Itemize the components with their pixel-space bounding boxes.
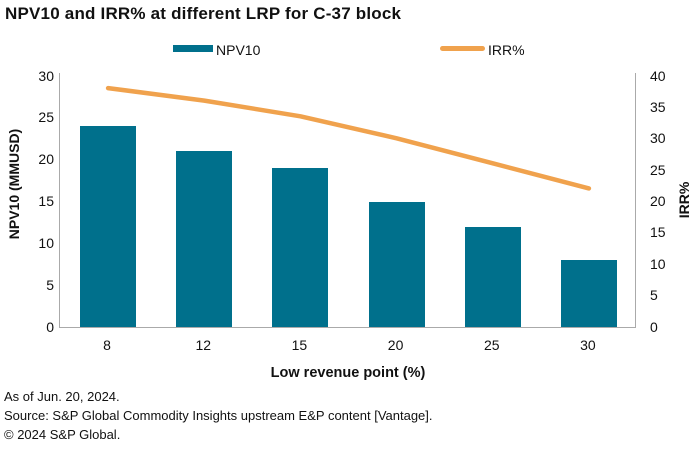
footer-asof: As of Jun. 20, 2024. [4, 389, 120, 404]
irr-line [105, 85, 592, 191]
y-tick-right: 10 [650, 255, 666, 272]
y-tick-right: 0 [650, 318, 658, 335]
y-tick-right: 40 [650, 67, 666, 84]
plot-area [59, 73, 636, 328]
npv10-bar [176, 151, 233, 327]
footer-source: Source: S&P Global Commodity Insights up… [4, 408, 433, 423]
y-tick-left: 15 [38, 193, 54, 209]
legend-swatch-npv10 [173, 45, 213, 52]
legend-swatch-irr [440, 46, 485, 51]
footer-copyright: © 2024 S&P Global. [4, 427, 121, 442]
npv10-bar [80, 126, 137, 327]
legend-label-npv10: NPV10 [216, 42, 261, 58]
y-tick-right: 30 [650, 130, 666, 147]
x-axis-title: Low revenue point (%) [270, 365, 426, 381]
x-tick: 8 [103, 337, 111, 353]
y-tick-left: 30 [38, 67, 54, 84]
y-tick-left: 10 [38, 234, 54, 251]
legend-label-irr: IRR% [488, 42, 525, 58]
y-tick-right: 35 [650, 98, 666, 115]
y-tick-right: 25 [650, 161, 666, 178]
x-tick: 25 [483, 337, 500, 353]
npv10-bar [368, 201, 425, 327]
x-tick: 15 [291, 337, 308, 353]
y-tick-left: 25 [38, 109, 54, 126]
y-tick-left: 20 [38, 151, 54, 168]
line-series [105, 85, 592, 191]
npv10-bar [560, 260, 617, 327]
y-tick-right: 15 [650, 224, 666, 241]
npv10-bar [464, 226, 521, 327]
left-axis-title: NPV10 (MMUSD) [6, 128, 22, 240]
right-axis-title: IRR% [676, 181, 692, 219]
chart-title: NPV10 and IRR% at different LRP for C-37… [5, 4, 402, 23]
x-tick: 20 [387, 337, 404, 353]
x-tick: 12 [195, 337, 212, 353]
y-tick-right: 20 [650, 193, 666, 209]
npv10-bar [272, 168, 329, 327]
x-tick: 30 [580, 337, 596, 353]
y-tick-right: 5 [650, 287, 658, 304]
y-tick-left: 5 [46, 276, 54, 293]
y-tick-left: 0 [46, 318, 54, 335]
